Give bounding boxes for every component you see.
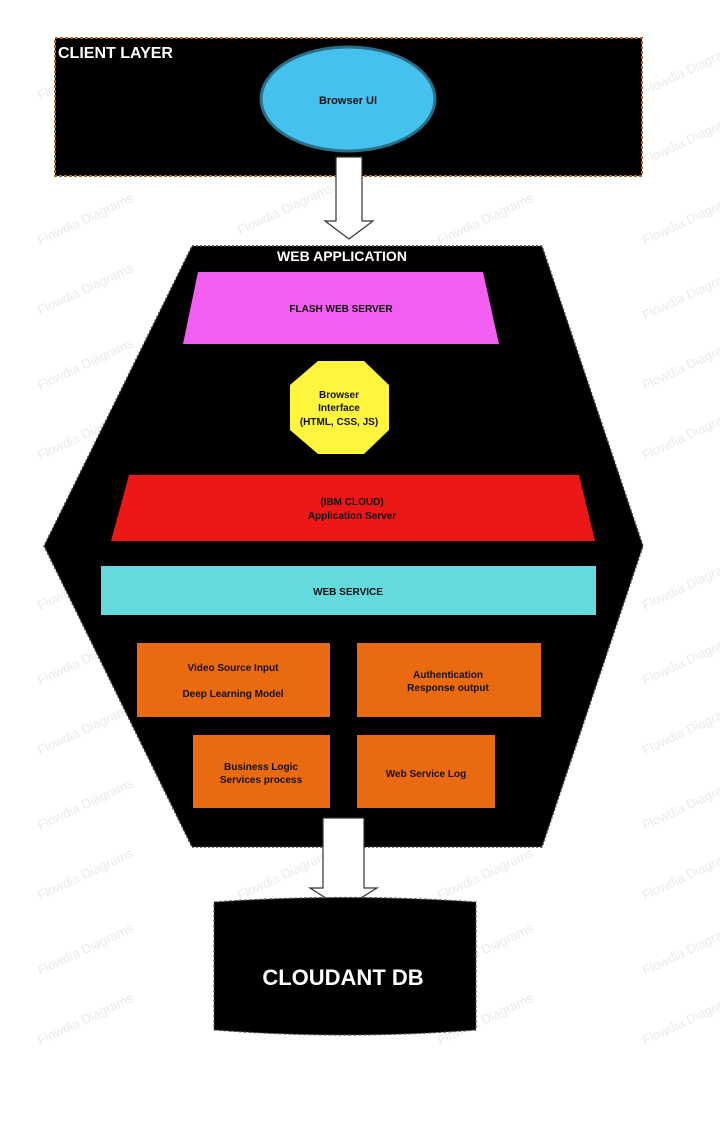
authentication-box [357,643,541,717]
watermark: Flowdia Diagrams [35,845,136,903]
watermark: Flowdia Diagrams [435,190,536,248]
flash-web-server-box [183,272,499,344]
cloudant-db-shape [213,896,477,1036]
flash-web-server-label: FLASH WEB SERVER [289,304,393,315]
watermark: Flowdia Diagrams [640,990,720,1048]
watermark: Flowdia Diagrams [640,555,720,613]
watermark: Flowdia Diagrams [640,845,720,903]
watermark: Flowdia Diagrams [35,260,136,318]
watermark: Flowdia Diagrams [640,335,720,393]
business-logic-label-line2: Services process [220,775,303,786]
web-application: WEB APPLICATION FLASH WEB SERVER Browser… [43,245,644,848]
browser-interface-label-line1: Browser [319,390,359,401]
watermark: Flowdia Diagrams [235,180,336,238]
watermark: Flowdia Diagrams [640,190,720,248]
business-logic-label-line1: Business Logic [224,762,298,773]
authentication-label-line2: Response output [407,683,489,694]
watermark: Flowdia Diagrams [35,700,136,758]
watermark: Flowdia Diagrams [640,40,720,98]
watermark: Flowdia Diagrams [640,700,720,758]
browser-interface-label-line2: Interface [318,403,360,414]
watermark: Flowdia Diagrams [640,405,720,463]
cloudant-db-label: CLOUDANT DB [262,965,423,990]
authentication-label-line1: Authentication [413,670,483,681]
video-source-label-line2: Deep Learning Model [182,689,283,700]
web-service-label: WEB SERVICE [313,587,383,598]
browser-ui-label: Browser UI [319,95,377,107]
app-server-label-line2: Application Server [308,511,396,522]
cloudant-db: CLOUDANT DB [213,896,477,1036]
watermark: Flowdia Diagrams [640,265,720,323]
watermark: Flowdia Diagrams [640,110,720,168]
watermark: Flowdia Diagrams [640,630,720,688]
client-layer-title: CLIENT LAYER [58,45,173,62]
watermark: Flowdia Diagrams [35,190,136,248]
web-service-log-label: Web Service Log [386,769,466,780]
watermark: Flowdia Diagrams [640,775,720,833]
web-service-box [101,566,596,615]
browser-interface-octagon [290,361,389,454]
watermark: Flowdia Diagrams [640,920,720,978]
browser-interface-label-line3: (HTML, CSS, JS) [300,417,378,428]
watermark: Flowdia Diagrams [35,990,136,1048]
browser-ui-ellipse [259,45,437,153]
web-service-log-box [357,735,495,808]
watermark: Flowdia Diagrams [35,335,136,393]
arrow-down-icon [323,156,375,240]
watermark: Flowdia Diagrams [35,920,136,978]
watermark: Flowdia Diagrams [435,845,536,903]
app-server-box [111,475,595,541]
client-layer: CLIENT LAYER Browser UI [54,37,643,177]
web-application-title: WEB APPLICATION [277,248,407,264]
app-server-label-line1: (IBM CLOUD) [320,497,383,508]
video-source-label-line1: Video Source Input [188,663,280,674]
business-logic-box [193,735,330,808]
video-source-box [137,643,330,717]
watermark: Flowdia Diagrams [35,775,136,833]
